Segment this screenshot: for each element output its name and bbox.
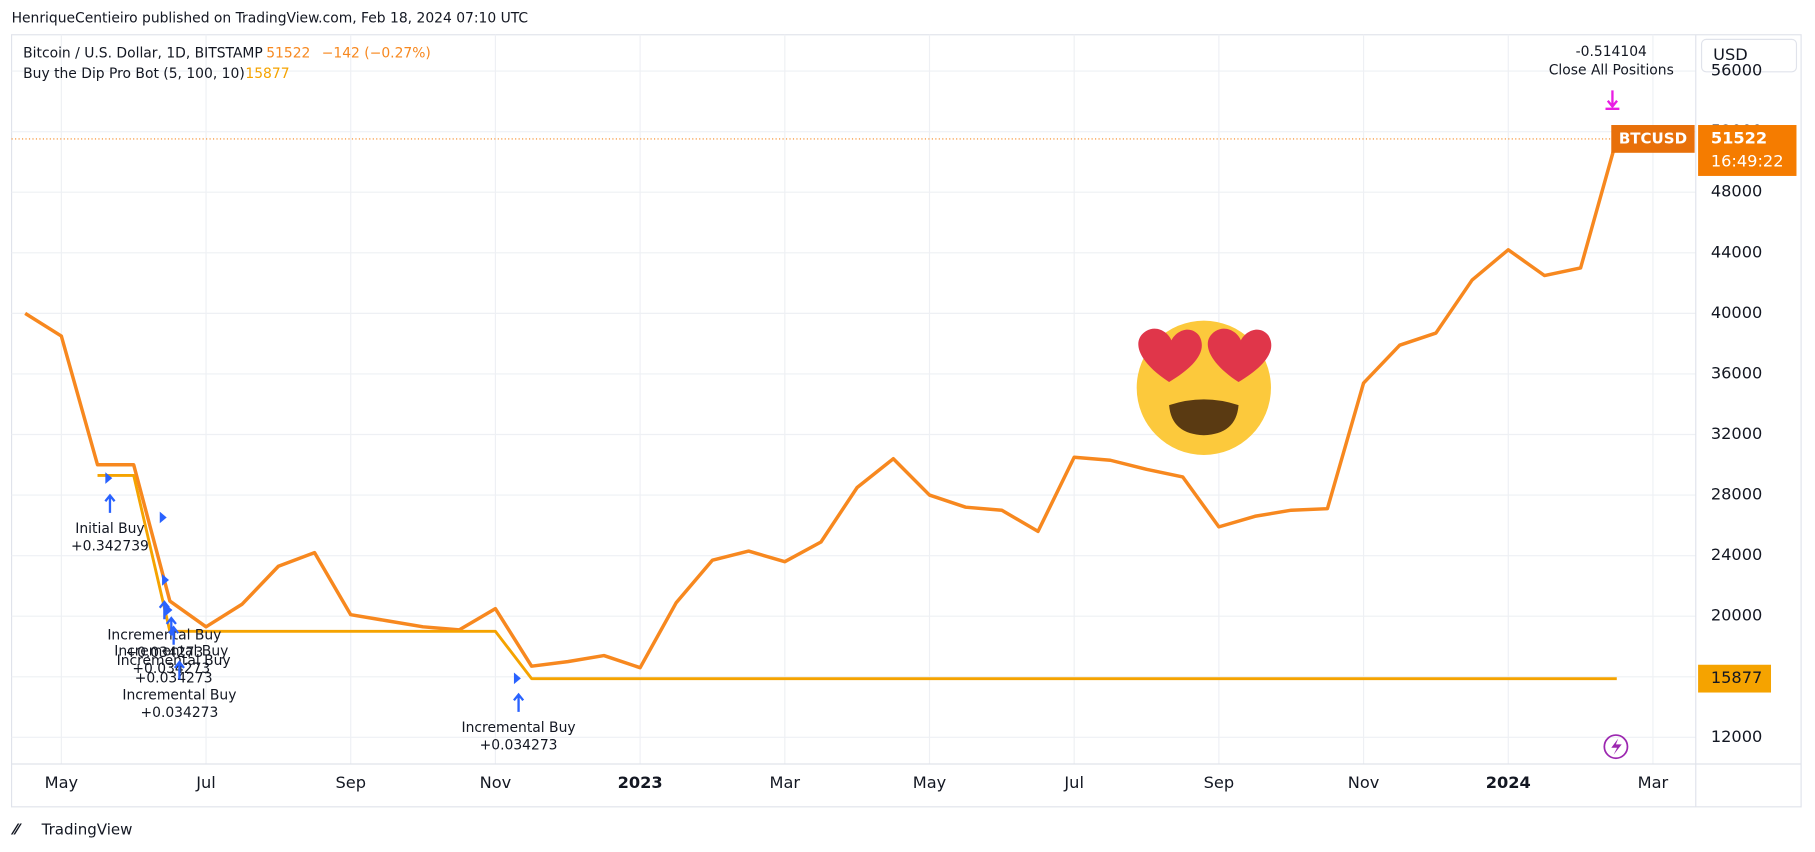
- y-tick-label: 56000: [1711, 61, 1763, 80]
- x-tick-label: Mar: [1638, 773, 1669, 792]
- series-line: [97, 473, 1617, 681]
- buy-arrow: [165, 616, 177, 636]
- alert-bolt: [1611, 738, 1622, 755]
- legend-price: 51522: [266, 45, 310, 61]
- ticker: BTCUSD: [1619, 129, 1687, 147]
- entry-marker: [105, 472, 113, 484]
- trade-qty: +0.034273: [132, 661, 210, 677]
- x-tick-label: Nov: [1348, 773, 1380, 792]
- x-tick-label: May: [45, 773, 79, 792]
- publisher: HenriqueCentieiro published on TradingVi…: [12, 11, 529, 27]
- trade-label: Incremental Buy: [117, 653, 231, 669]
- indicator-value: 15877: [245, 66, 289, 82]
- ticker-box: [1611, 125, 1695, 153]
- x-tick-label: Jul: [1063, 773, 1084, 792]
- symbol: Bitcoin / U.S. Dollar, 1D, BITSTAMP: [23, 45, 263, 61]
- x-tick-label: May: [913, 773, 947, 792]
- series-line: [24, 138, 1619, 670]
- price-label: 51522: [1711, 128, 1767, 147]
- x-tick-label: 2023: [618, 773, 663, 792]
- legend-change: −142 (−0.27%): [322, 45, 431, 61]
- y-tick-label: 24000: [1711, 545, 1763, 564]
- y-tick-label: 40000: [1711, 303, 1763, 322]
- emoji: [1136, 320, 1272, 455]
- x-tick-label: 2024: [1486, 773, 1531, 792]
- grid: [11, 34, 1696, 764]
- trade-qty: +0.034273: [135, 670, 213, 686]
- indicator-name: Buy the Dip Pro Bot (5, 100, 10): [23, 66, 245, 82]
- trade-qty: +0.342739: [71, 538, 149, 554]
- trade-label: Close All Positions: [1549, 63, 1674, 79]
- buy-arrow: [513, 692, 525, 712]
- trade-qty: +0.034273: [125, 645, 203, 661]
- entry-marker: [159, 511, 167, 524]
- trade-qty: +0.034273: [480, 737, 558, 753]
- y-tick-label: 36000: [1711, 363, 1763, 382]
- x-tick-label: Sep: [1204, 773, 1235, 792]
- frame: [10, 34, 1802, 808]
- brand-logo: ⁄⁄: [11, 820, 23, 838]
- x-tick-label: Sep: [335, 773, 366, 792]
- currency-box[interactable]: [1700, 38, 1798, 73]
- sell-arrow: [1605, 90, 1620, 110]
- y-tick-label: 44000: [1711, 242, 1763, 261]
- trade-label: Initial Buy: [75, 521, 144, 537]
- trade-qty: -0.514104: [1576, 44, 1647, 60]
- y-tick-label: 12000: [1711, 727, 1763, 746]
- brand: TradingView: [41, 820, 133, 838]
- y-tick-label: 48000: [1711, 182, 1763, 201]
- trade-label: Incremental Buy: [114, 644, 228, 660]
- alert-icon[interactable]: [1603, 734, 1629, 760]
- trade-label: Incremental Buy: [462, 720, 576, 736]
- entry-marker: [165, 604, 173, 616]
- price-box: [1698, 125, 1797, 176]
- x-tick-label: Mar: [770, 773, 801, 792]
- currency[interactable]: USD: [1713, 45, 1748, 64]
- countdown: 16:49:22: [1711, 152, 1784, 171]
- y-tick-label: 20000: [1711, 606, 1763, 625]
- entry-marker: [162, 574, 169, 586]
- y-tick-label: 32000: [1711, 424, 1763, 443]
- buy-arrow: [158, 600, 170, 620]
- y-tick-label: 28000: [1711, 485, 1763, 504]
- buy-arrow: [173, 660, 185, 680]
- entry-marker: [513, 672, 521, 685]
- x-tick-label: Jul: [195, 773, 216, 792]
- x-tick-label: Nov: [480, 773, 512, 792]
- buy-arrow: [168, 625, 180, 645]
- trade-label: Incremental Buy: [107, 628, 221, 644]
- trade-qty: +0.034273: [140, 705, 218, 721]
- plot: [24, 138, 1619, 681]
- buy-arrow: [104, 493, 116, 513]
- trade-label: Incremental Buy: [122, 688, 236, 704]
- indicator-label: 15877: [1711, 668, 1763, 687]
- indicator-box: [1698, 664, 1772, 693]
